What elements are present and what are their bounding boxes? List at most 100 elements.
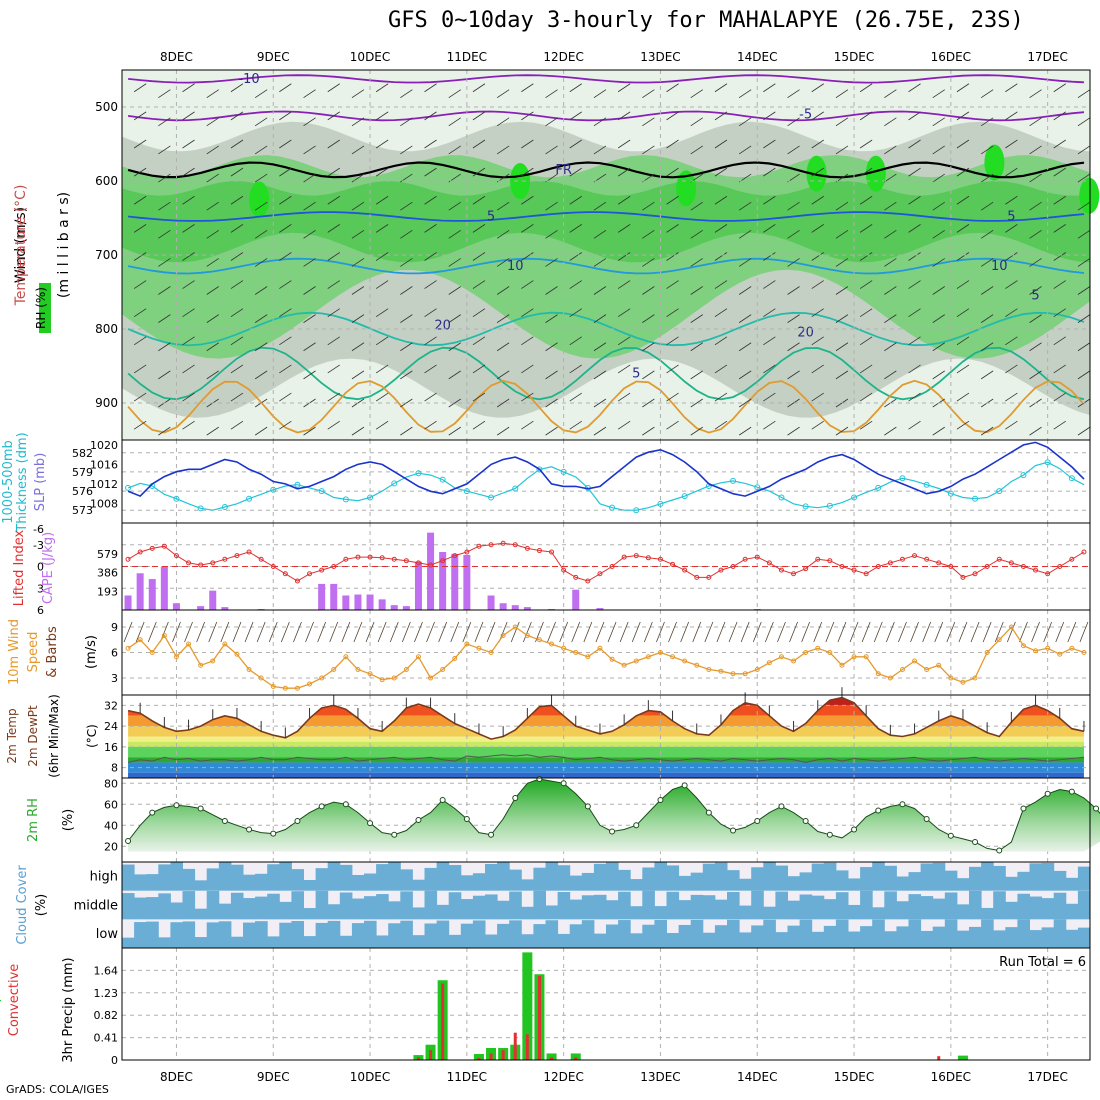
- cloud-cell: [545, 920, 559, 948]
- thickness-slp-ylabel: SLP (mb): [33, 453, 48, 512]
- cloud-cell: [1077, 927, 1091, 948]
- wind-barb: [837, 621, 847, 643]
- date-label-top: 14DEC: [737, 50, 777, 64]
- wind-speed-point: [609, 656, 615, 662]
- wind-barb: [835, 117, 849, 127]
- cloud-cell: [497, 923, 510, 948]
- wind-barb: [133, 167, 147, 177]
- wind-barb: [496, 426, 510, 436]
- cloud-cell: [956, 878, 970, 891]
- cloud-cell: [448, 934, 462, 948]
- wind-barb: [908, 280, 921, 289]
- wind-barb: [472, 308, 486, 318]
- cloud-cell: [1017, 893, 1030, 920]
- wind-barb: [714, 252, 728, 261]
- cape-bar: [160, 566, 168, 610]
- lifted-index-point: [815, 556, 821, 562]
- rh-point: [657, 797, 664, 804]
- wind-barb: [642, 342, 655, 352]
- precip-convective-bar: [477, 1057, 481, 1060]
- wind-barb: [738, 426, 752, 436]
- temperature-contour-25: [127, 379, 1085, 434]
- lifted-index-point: [742, 556, 748, 562]
- cloud-cell: [485, 863, 498, 891]
- wind-barb: [133, 420, 147, 430]
- wind-barb: [172, 621, 181, 643]
- lifted-index-point: [1008, 560, 1014, 566]
- rh-point: [173, 802, 180, 809]
- wind-barb: [569, 167, 582, 177]
- wind-speed-point: [282, 685, 288, 691]
- wind-barb: [593, 398, 607, 408]
- wind-barb: [375, 195, 389, 205]
- wind-barb: [521, 364, 534, 374]
- wind-barb: [351, 229, 365, 239]
- wind-barb: [787, 398, 800, 408]
- wind-barb: [496, 370, 510, 380]
- wind-barb: [448, 258, 461, 267]
- rh-point: [270, 830, 277, 837]
- lifted-index-point: [307, 571, 313, 577]
- lifted-index-tick-label: 0: [37, 561, 44, 574]
- cloud-cell: [460, 899, 474, 920]
- thickness-slp-ylabel: 1000-500mb: [1, 440, 16, 524]
- wind-barb: [424, 111, 437, 121]
- cloud-cell: [775, 932, 788, 948]
- cape-bar: [523, 607, 531, 610]
- wind-barb: [595, 621, 605, 643]
- wind-barb: [593, 370, 607, 380]
- cloud-cell: [981, 907, 994, 920]
- wind-barb: [414, 621, 423, 643]
- cloud-cell: [666, 933, 680, 948]
- wind-barb: [932, 145, 945, 155]
- wind-speed-point: [415, 654, 421, 660]
- cape-bar: [330, 583, 338, 610]
- cloud-cell: [146, 897, 159, 920]
- cape-bar: [318, 583, 326, 610]
- wind-barb: [908, 336, 921, 346]
- wind-speed-point: [222, 641, 228, 647]
- wind-barb: [521, 139, 534, 149]
- rh-high-area: [249, 181, 270, 218]
- cloud-cell: [267, 864, 280, 891]
- cloud-cell: [279, 901, 292, 920]
- temperature-contour-minus5: [127, 110, 1085, 122]
- wind-barb: [569, 195, 582, 205]
- wind-barb: [496, 229, 510, 239]
- wind-barb: [303, 145, 316, 155]
- wind-barb: [714, 111, 728, 121]
- cloud-cell: [642, 924, 655, 948]
- wind-barb: [230, 139, 244, 149]
- wind-barb: [811, 364, 824, 374]
- cape-bar: [463, 554, 471, 610]
- pressure-tick-label: 500: [95, 100, 118, 114]
- lifted-index-point: [682, 567, 688, 573]
- wind-barb: [738, 286, 752, 295]
- wind-barb: [593, 426, 607, 436]
- wind-barb: [133, 195, 147, 205]
- wind-barb: [472, 336, 486, 346]
- wind-barb: [400, 117, 413, 127]
- cloud-cell: [775, 891, 788, 920]
- wind-barb: [133, 364, 147, 374]
- cloud-cell: [545, 905, 559, 920]
- cloud-cell: [557, 933, 571, 948]
- wind-barb: [1005, 392, 1018, 402]
- cape-bar: [511, 605, 519, 610]
- cloud-cell: [485, 934, 498, 948]
- wind-barb: [666, 167, 679, 177]
- lifted-index-point: [1057, 564, 1063, 569]
- cloud-cell: [799, 919, 813, 948]
- cloud-cell: [146, 921, 159, 948]
- rh-point: [536, 776, 543, 783]
- wind-barb: [763, 83, 776, 93]
- wind-barb: [424, 252, 437, 261]
- date-label-top: 13DEC: [640, 50, 680, 64]
- wind-barb: [884, 89, 897, 99]
- precip-convective-bar: [537, 975, 541, 1060]
- wind-barb: [728, 621, 738, 643]
- cloud-cell: [593, 894, 607, 920]
- wind-barb: [351, 314, 365, 323]
- contour-label: FR: [555, 163, 572, 178]
- cloud-cell: [593, 863, 607, 891]
